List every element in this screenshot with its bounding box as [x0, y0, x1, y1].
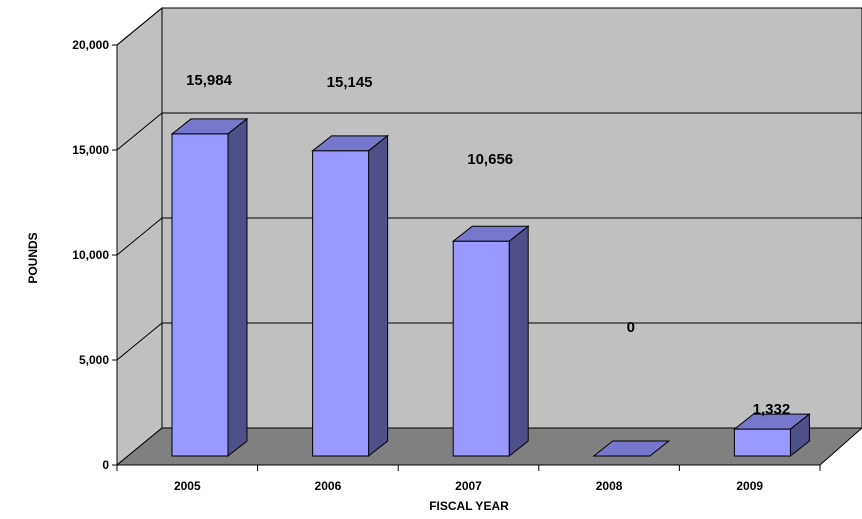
bar-front	[733, 428, 791, 457]
x-axis: 2005 2006 2007 2008 2009	[116, 464, 821, 493]
data-label: 10,656	[467, 151, 513, 168]
bars	[170, 117, 811, 458]
gridlines	[116, 7, 862, 361]
bar	[170, 117, 249, 458]
bar-top	[592, 440, 671, 457]
x-tick-label: 2008	[596, 479, 623, 493]
bar-side	[368, 134, 389, 458]
gridline	[116, 7, 862, 46]
x-axis-title: FISCAL YEAR	[429, 499, 509, 513]
bar	[592, 440, 671, 457]
data-label: 0	[627, 319, 635, 336]
y-tick-label: 5,000	[79, 353, 109, 367]
y-tick-label: 0	[102, 458, 109, 472]
x-tick-label: 2006	[315, 479, 342, 493]
gridline	[116, 217, 862, 256]
gridline	[116, 112, 862, 151]
bar	[311, 134, 390, 458]
bar-front	[452, 240, 510, 457]
y-tick-label: 20,000	[72, 38, 109, 52]
x-tick-label: 2005	[174, 479, 201, 493]
gridline	[116, 322, 862, 361]
x-tick-label: 2009	[736, 479, 763, 493]
bar-front	[312, 150, 370, 457]
data-label: 15,984	[186, 72, 233, 89]
bar-side	[508, 225, 529, 458]
bar	[732, 413, 811, 458]
y-axis-title: POUNDS	[26, 232, 40, 283]
y-tick-label: 15,000	[72, 143, 109, 157]
bar	[451, 225, 530, 458]
data-label: 15,145	[327, 74, 373, 91]
y-tick-label: 10,000	[72, 248, 109, 262]
bar-side	[227, 117, 248, 458]
data-label: 1,332	[753, 401, 791, 418]
bar-front	[171, 133, 229, 457]
y-axis: 0 5,000 10,000 15,000 20,000	[72, 38, 118, 472]
data-labels: 15,984 15,145 10,656 0 1,332	[186, 72, 790, 418]
x-tick-label: 2007	[455, 479, 482, 493]
